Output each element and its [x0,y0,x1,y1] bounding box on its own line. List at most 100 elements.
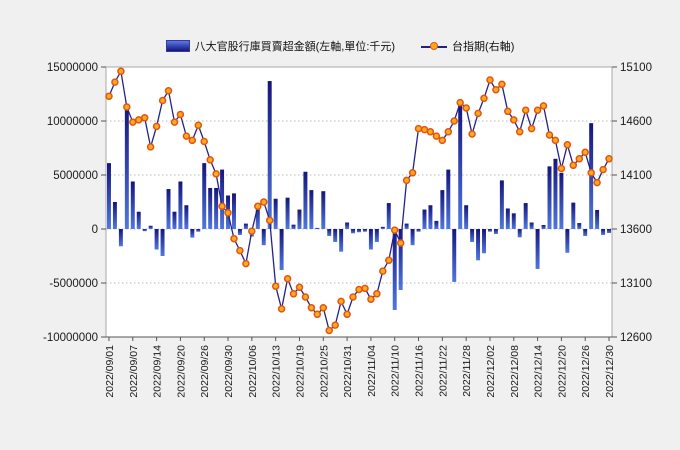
data-point-marker [557,164,566,173]
data-point-marker [527,124,536,133]
data-point-marker [325,326,333,335]
data-point-marker [545,131,554,139]
data-point-marker [164,87,173,95]
futures-markers [105,67,613,335]
data-point-marker [140,114,149,122]
legend-bars-label: 八大官股行庫買賣超金額(左軸,單位:千元) [194,41,396,53]
bar [493,229,498,234]
bar [535,229,540,269]
right-axis-label: 13600 [620,224,652,236]
data-point-marker [206,156,214,164]
bar [374,229,379,242]
bar [184,205,189,229]
bar [154,229,159,250]
line-series-swatch [421,41,448,51]
line-marker-icon [430,42,439,50]
data-point-marker [426,128,435,136]
data-point-marker [242,259,250,268]
right-axis-label: 14100 [620,170,652,182]
x-axis: 2022/09/01 2022/09/07 2022/09/14 2022/09/20… [104,337,616,398]
data-point-marker [456,98,464,107]
bar [142,229,147,232]
left-axis-label: 5000000 [53,170,98,182]
bar [273,198,278,229]
data-point-marker [260,198,268,206]
left-axis: 15000000 10000000 5000000 0 -5000000 -1000000… [43,62,106,344]
bar [595,209,600,229]
x-axis-label: 2022/10/31 [342,345,354,398]
data-point-marker [123,103,131,111]
x-axis-label: 2022/11/16 [414,345,426,397]
data-point-marker [313,310,322,319]
bar [458,104,463,229]
bar [172,211,177,229]
x-axis-label: 2022/09/30 [223,345,235,398]
data-point-marker [117,67,125,76]
data-point-marker [396,239,405,247]
data-point-marker [539,102,548,110]
bar [243,223,248,229]
bar [511,213,516,229]
x-axis-label: 2022/09/01 [104,345,116,398]
data-point-marker [575,155,584,163]
data-point-marker [361,284,369,293]
bar-series [107,81,611,310]
data-point-marker [230,234,238,243]
bar [559,172,564,229]
data-point-marker [194,121,203,130]
data-point-marker [188,136,197,145]
bar [547,166,552,229]
data-point-marker [533,106,542,114]
bar [309,190,314,229]
bar [315,227,320,229]
bar [196,229,201,232]
data-point-marker [468,130,476,138]
data-point-marker [170,118,179,126]
data-point-marker [254,202,262,211]
bar [261,229,266,246]
data-point-marker [265,216,274,225]
data-point-marker [176,110,185,119]
data-point-marker [146,143,155,151]
bar [464,205,469,229]
bar [178,181,183,229]
bar [583,229,588,237]
legend-item-line: 台指期(右軸) [421,38,514,54]
bar [279,229,284,271]
data-point-marker [414,124,423,133]
right-axis-label: 12600 [620,332,652,344]
data-point-marker [408,169,417,177]
data-point-marker [111,78,119,86]
data-point-marker [587,169,595,177]
bar [362,229,367,232]
bar [327,229,332,237]
bar [124,106,129,229]
bar [410,229,415,246]
bar [476,229,481,261]
data-point-marker [444,128,453,136]
legend-line-label: 台指期(右軸) [452,41,515,53]
data-point-marker [319,304,328,312]
right-axis: 15100 14600 14100 13600 13100 12600 [612,62,652,344]
bar [285,197,290,229]
data-point-marker [373,290,381,298]
bar [517,229,522,238]
bar [499,180,504,229]
bar [130,181,135,229]
data-point-marker [504,107,512,116]
bar [529,222,534,229]
bar [208,187,213,229]
x-axis-label: 2022/10/06 [247,345,259,398]
data-point-marker [402,176,411,185]
bar [565,229,570,253]
data-point-marker [420,125,429,134]
data-point-marker [379,267,387,275]
data-point-marker [569,161,578,170]
data-point-marker [355,285,363,294]
left-axis-label: -5000000 [49,278,98,290]
data-point-marker [295,283,304,292]
bar [237,229,242,235]
right-axis-label: 13100 [620,278,652,290]
data-point-marker [563,141,572,149]
right-axis-label: 14600 [620,116,652,128]
